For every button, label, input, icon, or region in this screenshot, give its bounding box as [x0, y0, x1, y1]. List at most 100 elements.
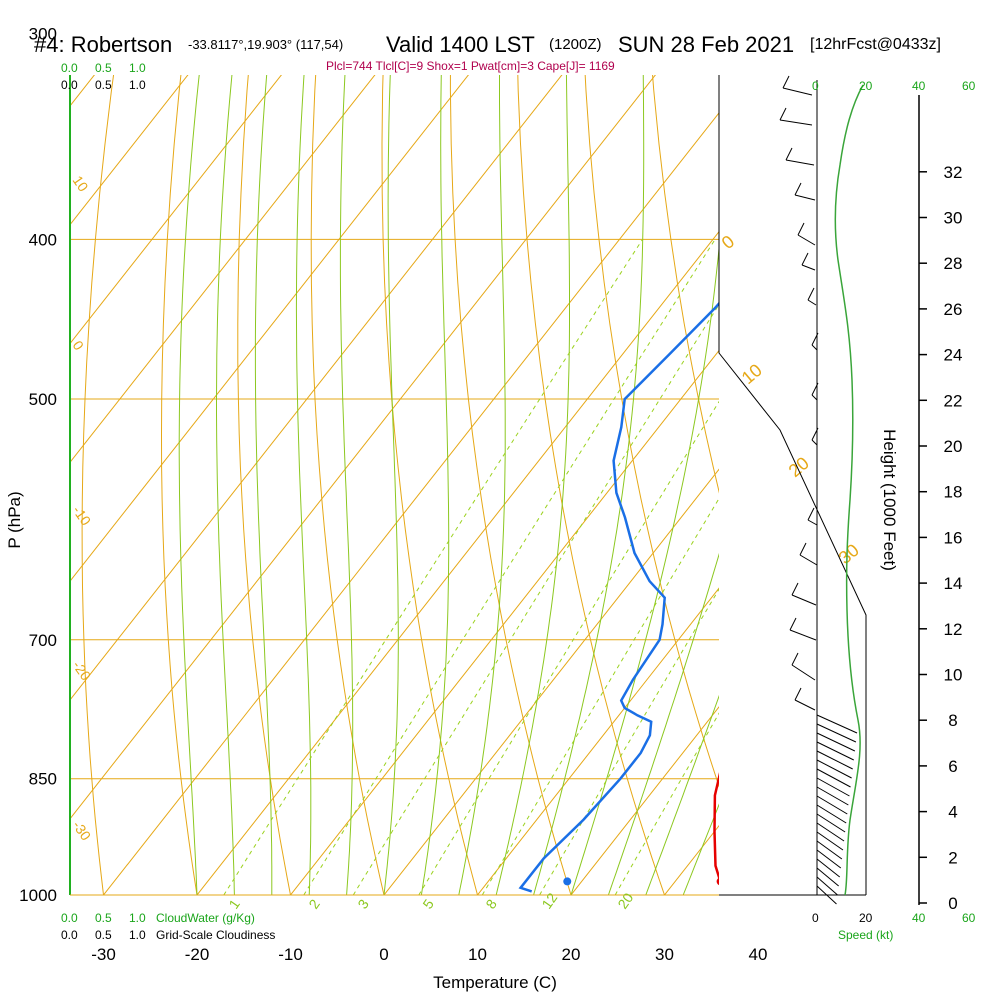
- cl-tick-top-1: 0.5: [95, 78, 112, 92]
- valid-time: Valid 1400 LST: [386, 32, 535, 57]
- mixing-ratio-label: 20: [614, 890, 636, 912]
- height-tick-label: 8: [948, 711, 957, 730]
- wind-barb-low: [816, 876, 838, 896]
- isotherm: [70, 75, 376, 464]
- temperature-surface-dot: [716, 877, 719, 886]
- wind-barb: [791, 594, 817, 606]
- wind-barb: [811, 439, 818, 446]
- spd-tick-top-1: 20: [859, 79, 873, 93]
- cl-tick-bot-2: 1.0: [129, 928, 146, 942]
- moist-adiabat: [383, 75, 399, 895]
- wind-barb-flag: [797, 222, 805, 236]
- t-tick: 30: [655, 945, 674, 964]
- cloudwater-scale-bottom: 0.0 0.5 1.0 CloudWater (g/Kg) 0.0 0.5 1.…: [61, 911, 275, 942]
- isotherm: [570, 706, 719, 895]
- wind-barb: [791, 664, 816, 681]
- height-tick-label: 14: [944, 574, 963, 593]
- wind-barb-flag: [794, 182, 802, 196]
- mixing-ratio-label: 2: [305, 896, 323, 912]
- spd-tick-bot-1: 20: [859, 911, 873, 925]
- p-tick-500: 500: [29, 390, 57, 409]
- spd-tick-top-0: 0: [812, 79, 819, 93]
- wind-barb-low: [816, 885, 837, 905]
- moist-adiabat: [420, 75, 450, 895]
- dry-adiabat: [81, 75, 115, 895]
- isotherm-label: -30: [70, 818, 95, 844]
- wind-barb-flag: [799, 542, 807, 556]
- dry-adiabat: [449, 75, 572, 895]
- isotherm: [289, 349, 719, 895]
- isotherm: [70, 75, 189, 226]
- wind-barb: [807, 299, 817, 306]
- dry-adiabat: [938, 0, 1000, 930]
- cw-tick-bot-0: 0.0: [61, 911, 78, 925]
- height-tick-label: 12: [944, 620, 963, 639]
- wind-barb: [782, 87, 813, 96]
- t-tick: 20: [562, 945, 581, 964]
- cloudiness-label: Grid-Scale Cloudiness: [156, 928, 275, 942]
- moist-adiabat: [295, 75, 312, 895]
- wind-barb-flag: [779, 107, 787, 121]
- moist-adiabat: [758, 0, 1000, 895]
- height-tick-label: 24: [944, 346, 963, 365]
- height-tick-label: 0: [948, 894, 957, 913]
- height-tick-label: 32: [944, 163, 963, 182]
- cw-tick-top-1: 0.5: [95, 61, 112, 75]
- parcel-params: Plcl=744 Tlcl[C]=9 Shox=1 Pwat[cm]=3 Cap…: [326, 59, 615, 73]
- wind-barb-flag: [782, 75, 790, 89]
- mixing-ratio-label: 8: [482, 896, 500, 912]
- isotherm-label: -20: [70, 658, 95, 684]
- moist-adiabat: [570, 243, 719, 895]
- wind-barb: [807, 519, 818, 526]
- wind-barb-flag: [801, 252, 809, 266]
- mixing-ratio-label: 1: [225, 896, 243, 912]
- forecast-label: [12hrFcst@0433z]: [810, 36, 941, 53]
- cl-tick-bot-1: 0.5: [95, 928, 112, 942]
- wind-barb: [801, 264, 816, 271]
- p-tick-1000: 1000: [19, 886, 57, 905]
- height-tick-label: 20: [944, 437, 963, 456]
- wind-barb-low: [816, 858, 841, 878]
- isotherm: [824, 0, 1000, 930]
- mixing-ratio-line: [223, 239, 643, 895]
- speed-label: Speed (kt): [838, 928, 893, 942]
- isotherm: [70, 75, 656, 820]
- wind-barb-low: [816, 831, 844, 851]
- spd-tick-bot-3: 60: [962, 911, 976, 925]
- t-tick: -20: [185, 945, 210, 964]
- wind-barb-low: [816, 840, 843, 860]
- wind-barb: [811, 344, 818, 351]
- dewpoint-profile: [518, 301, 719, 893]
- wind-barb-low: [816, 741, 854, 761]
- height-tick-label: 26: [944, 300, 963, 319]
- wind-barb-flag: [811, 427, 819, 441]
- wind-barb-flag: [785, 147, 793, 161]
- spd-tick-bot-2: 40: [912, 911, 926, 925]
- pressure-axis: 2503004005007008501000: [19, 25, 57, 905]
- height-tick-label: 4: [948, 803, 957, 822]
- dry-adiabat: [702, 0, 961, 930]
- isotherm-label: 10: [70, 173, 92, 195]
- wind-barb: [794, 194, 816, 201]
- spd-tick-top-3: 60: [962, 79, 976, 93]
- moist-adiabat: [495, 75, 570, 895]
- height-tick-label: 16: [944, 528, 963, 547]
- isotherm: [70, 75, 563, 701]
- moist-adiabat: [178, 75, 200, 895]
- wind-barb-flag: [791, 582, 799, 596]
- isotherm: [731, 0, 1000, 930]
- temperature-axis: -30 -20 -10 0 10 20 30 40: [91, 945, 767, 964]
- height-tick-label: 18: [944, 483, 963, 502]
- y-axis-label: P (hPa): [5, 491, 24, 548]
- mixing-ratio-line: [539, 588, 719, 895]
- wind-speed-profile: [834, 84, 864, 896]
- wind-barb-flag: [794, 687, 802, 701]
- isotherm: [70, 75, 95, 107]
- wind-barb: [811, 394, 818, 401]
- wind-barb-low: [816, 795, 848, 815]
- height-tick-label: 2: [948, 848, 957, 867]
- height-tick-label: 10: [944, 666, 963, 685]
- wind-barb: [779, 119, 813, 126]
- wind-barb: [799, 554, 818, 566]
